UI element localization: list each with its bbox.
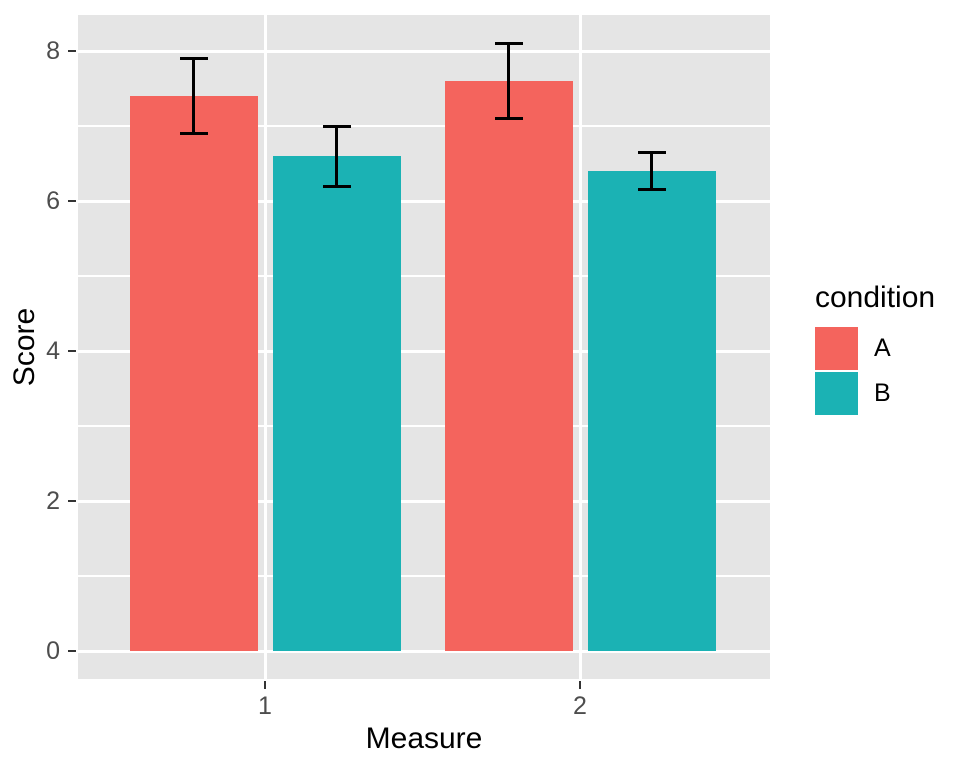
major-gridline [78,349,770,353]
minor-gridline [78,125,770,127]
x-tick-label: 1 [258,692,272,720]
error-bar-cap [322,124,351,128]
legend-label-A: A [874,334,891,362]
y-tick-mark [68,50,76,52]
legend-key-B: B [815,372,935,415]
error-bar-stem [335,126,338,186]
major-gridline [78,49,770,53]
error-bar-cap [637,188,666,192]
x-tick-mark [579,681,581,689]
legend-key-A: A [815,327,935,370]
bar-B-1 [272,156,401,651]
bar-A-2 [444,81,573,651]
y-tick-label: 8 [46,37,60,65]
error-bar-stem [192,58,195,134]
error-bar-stem [650,152,653,190]
error-bar-cap [322,184,351,188]
y-tick-label: 4 [46,337,60,365]
bar-A-1 [129,96,258,651]
error-bar-cap [494,117,523,120]
legend-swatch-B [815,372,858,415]
y-tick-label: 2 [46,487,60,515]
x-tick-label: 2 [573,692,587,720]
y-tick-mark [68,350,76,352]
y-tick-mark [68,500,76,502]
y-tick-label: 0 [46,637,60,665]
major-gridline [78,649,770,653]
plot-panel [78,15,770,679]
major-gridline-x [263,15,267,679]
error-bar-cap [179,132,208,135]
minor-gridline [78,425,770,427]
major-gridline [78,199,770,203]
major-gridline [78,499,770,503]
legend-label-B: B [874,379,891,407]
x-axis-title: Measure [365,722,483,755]
minor-gridline [78,275,770,277]
bar-B-2 [587,171,716,651]
error-bar-stem [507,43,510,119]
y-tick-mark [68,650,76,652]
error-bar-cap [179,57,208,60]
legend-swatch-A [815,327,858,370]
error-bar-cap [637,150,666,154]
y-tick-label: 6 [46,187,60,215]
error-bar-cap [494,42,523,45]
legend-title: condition [815,281,936,314]
y-tick-mark [68,200,76,202]
minor-gridline [78,575,770,577]
x-tick-mark [264,681,266,689]
major-gridline-x [578,15,582,679]
